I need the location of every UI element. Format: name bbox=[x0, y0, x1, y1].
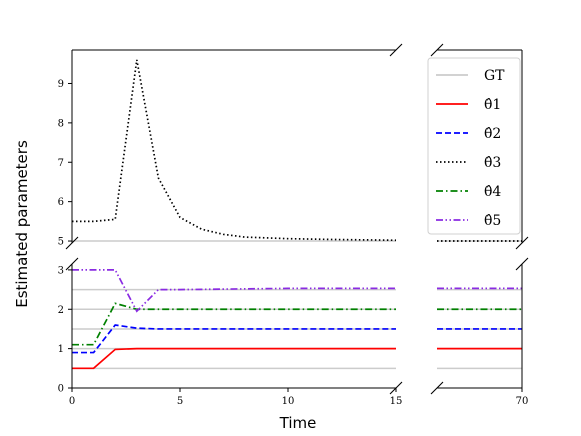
x-axis-label: Time bbox=[279, 414, 317, 432]
series-5-line-left bbox=[72, 269, 396, 313]
y-tick-label: 9 bbox=[58, 79, 64, 90]
y-tick-label: 0 bbox=[58, 384, 64, 395]
break-mark-right-lower bbox=[515, 257, 529, 271]
legend-label-2: θ̂2 bbox=[484, 126, 501, 142]
y-tick-label: 6 bbox=[58, 197, 64, 208]
legend-label-1: θ̂1 bbox=[484, 97, 501, 113]
break-mark-left-lower bbox=[65, 257, 79, 271]
y-tick-label: 1 bbox=[58, 344, 64, 355]
break-mark-top-right bbox=[430, 43, 444, 57]
legend-label-4: θ̂4 bbox=[484, 184, 501, 200]
series-2-line-left bbox=[72, 324, 396, 354]
x-tick-label: 15 bbox=[390, 396, 403, 407]
legend-label-0: GT bbox=[484, 68, 505, 84]
x-tick-label: 10 bbox=[282, 396, 295, 407]
legend-box bbox=[427, 57, 521, 235]
x-tick-label: 0 bbox=[69, 396, 75, 407]
break-mark-top-left bbox=[389, 43, 403, 57]
series-3-line-left bbox=[72, 59, 396, 242]
x-tick-label: 70 bbox=[516, 396, 529, 407]
y-tick-label: 5 bbox=[58, 237, 64, 248]
series-4-line-left bbox=[72, 302, 396, 346]
series-1-line-left bbox=[72, 347, 396, 370]
y-tick-label: 2 bbox=[58, 305, 64, 316]
legend-label-3: θ̂3 bbox=[484, 155, 501, 171]
y-tick-label: 8 bbox=[58, 118, 64, 129]
x-tick-label: 5 bbox=[177, 396, 183, 407]
break-mark-right-upper bbox=[515, 236, 529, 250]
y-tick-label: 3 bbox=[58, 265, 64, 276]
break-mark-bottom-right bbox=[430, 381, 444, 395]
break-mark-left-upper bbox=[65, 236, 79, 250]
legend-label-5: θ̂5 bbox=[484, 213, 501, 229]
y-axis-label: Estimated parameters bbox=[13, 140, 31, 308]
y-tick-label: 7 bbox=[58, 158, 64, 169]
